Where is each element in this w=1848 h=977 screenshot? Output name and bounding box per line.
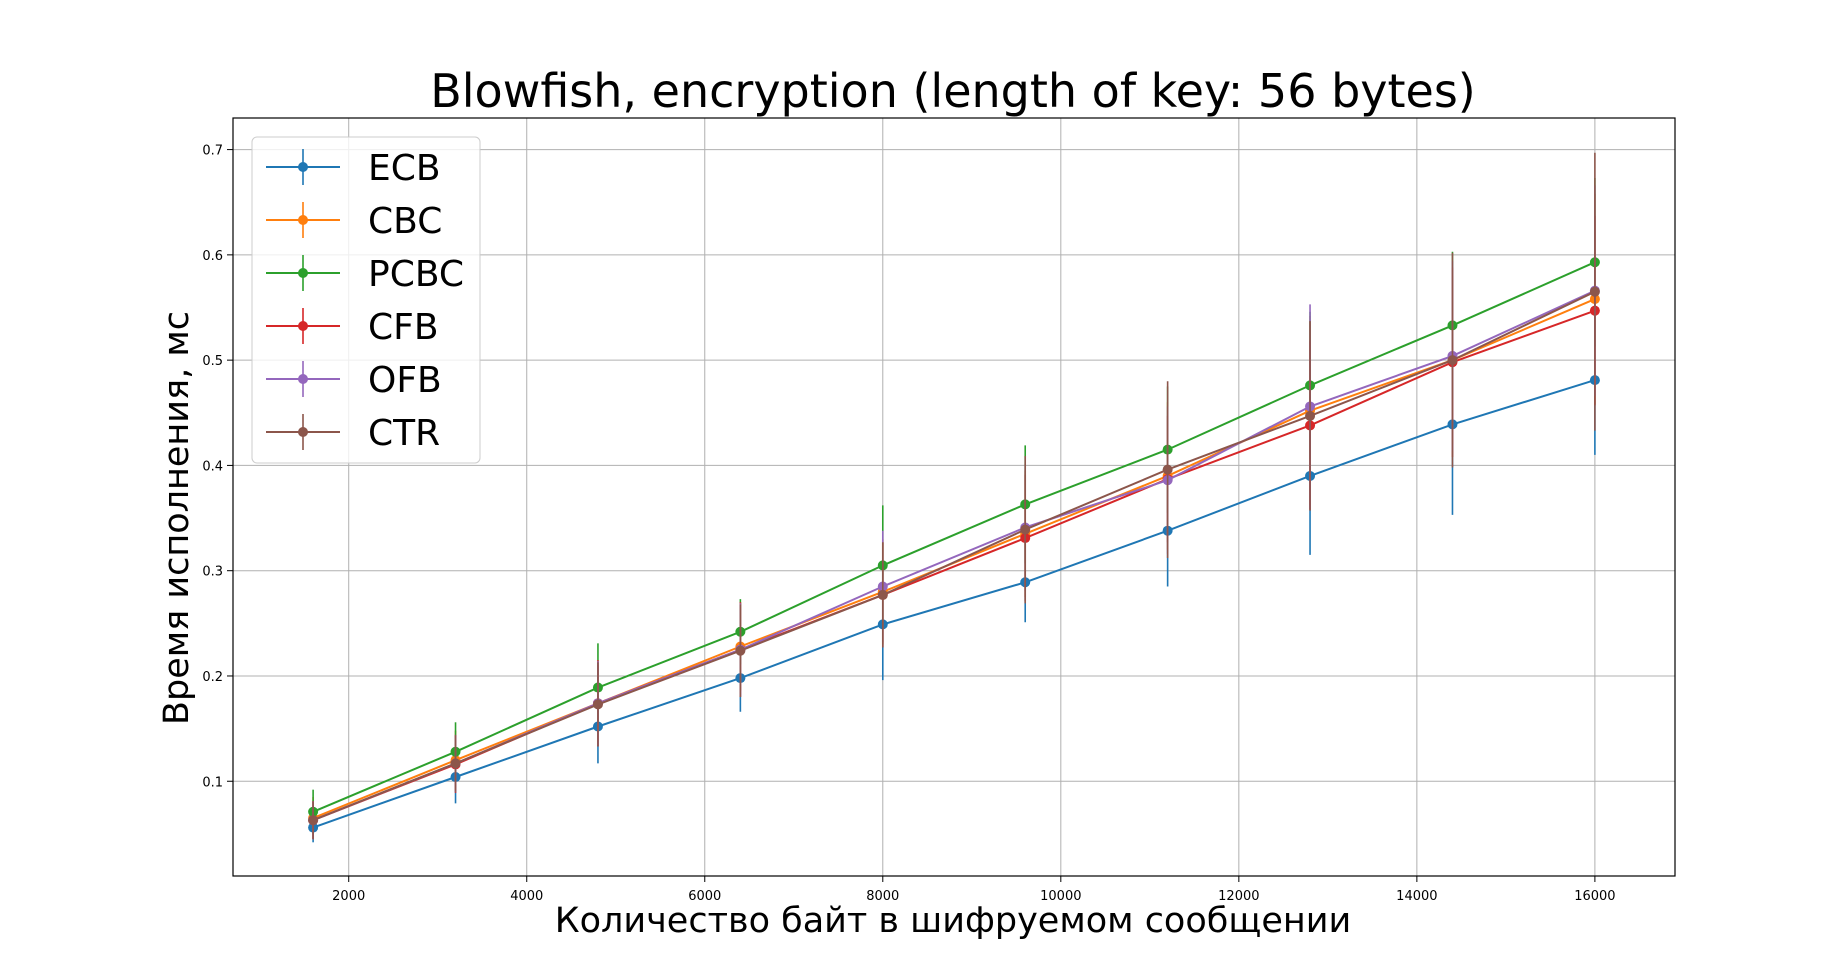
data-point-ctr — [1020, 524, 1031, 535]
series-line-pcbc — [312, 261, 1596, 813]
plot-series — [308, 152, 1600, 843]
legend-label-ctr: CTR — [368, 413, 440, 454]
y-tick-label: 0.1 — [202, 775, 223, 790]
data-point-ctr — [1447, 355, 1458, 366]
legend-box — [251, 136, 481, 464]
data-point-ctr — [735, 645, 746, 656]
y-tick-label: 0.2 — [202, 670, 223, 685]
legend-marker-cbc — [298, 215, 308, 225]
data-point-ctr — [877, 589, 888, 600]
legend-marker-ctr — [298, 427, 308, 437]
x-tick-label: 12000 — [1218, 889, 1259, 904]
legend-marker-ofb — [298, 374, 308, 384]
axes-frame — [232, 117, 1676, 877]
x-tick-label: 10000 — [1040, 889, 1081, 904]
data-point-ctr — [1589, 286, 1600, 297]
x-tick-label: 8000 — [866, 889, 899, 904]
legend-marker-cfb — [298, 321, 308, 331]
legend-label-cfb: CFB — [368, 307, 439, 348]
legend-label-ecb: ECB — [368, 148, 441, 189]
y-tick-label: 0.7 — [202, 144, 223, 159]
data-point-ctr — [592, 699, 603, 710]
legend-label-pcbc: PCBC — [368, 254, 464, 295]
data-point-ctr — [308, 815, 319, 826]
legend-marker-pcbc — [298, 268, 308, 278]
series-ctr — [308, 152, 1600, 840]
x-axis-label: Количество байт в шифруемом сообщении — [555, 901, 1351, 941]
legend-label-ofb: OFB — [368, 360, 442, 401]
x-tick-label: 6000 — [688, 889, 721, 904]
series-line-ecb — [312, 379, 1596, 829]
x-tick-label: 4000 — [510, 889, 543, 904]
legend-label-cbc: CBC — [368, 201, 442, 242]
data-point-ctr — [450, 758, 461, 769]
data-point-ctr — [1305, 410, 1316, 421]
x-tick-label: 2000 — [332, 889, 365, 904]
axis-ticks: 2000 4000 6000 8000 10000 12000 14000 16000 0.1 0… — [202, 144, 1615, 904]
legend-marker-ecb — [298, 162, 308, 172]
chart-title: Blowfish, encryption (length of key: 56 … — [430, 64, 1476, 118]
y-axis-label: Время исполнения, мс — [157, 311, 197, 725]
legend: ECB CBC PCBC CFB OFB CTR — [251, 136, 481, 464]
x-tick-label: 14000 — [1396, 889, 1437, 904]
y-tick-label: 0.3 — [202, 565, 223, 580]
series-line-ctr — [312, 290, 1596, 822]
data-point-ctr — [1162, 464, 1173, 475]
y-tick-label: 0.4 — [202, 459, 223, 474]
x-tick-label: 16000 — [1574, 889, 1615, 904]
y-tick-label: 0.5 — [202, 354, 223, 369]
y-tick-label: 0.6 — [202, 249, 223, 264]
